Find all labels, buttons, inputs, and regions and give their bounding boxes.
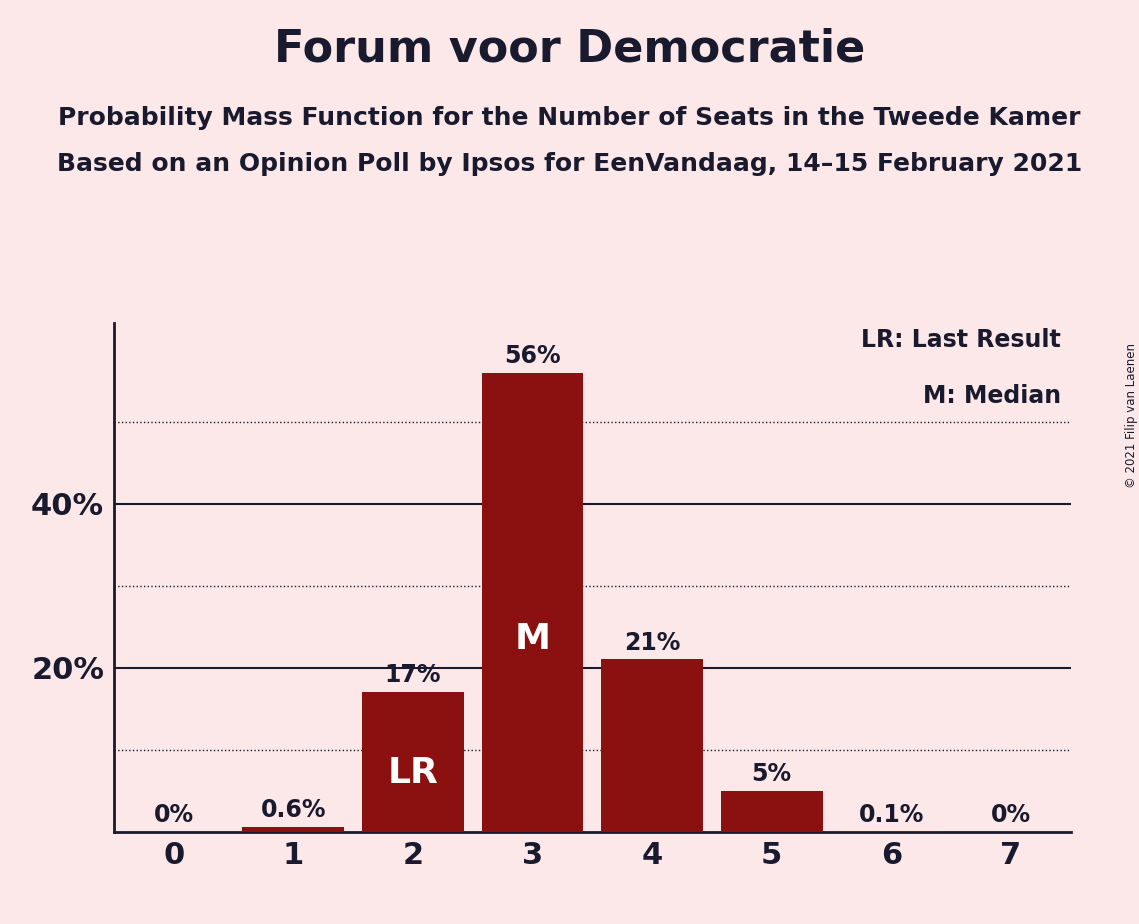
Text: M: Median: M: Median bbox=[923, 384, 1062, 408]
Bar bbox=[721, 791, 822, 832]
Bar bbox=[482, 372, 583, 832]
Text: 21%: 21% bbox=[624, 630, 680, 654]
Text: Probability Mass Function for the Number of Seats in the Tweede Kamer: Probability Mass Function for the Number… bbox=[58, 106, 1081, 130]
Text: © 2021 Filip van Laenen: © 2021 Filip van Laenen bbox=[1124, 344, 1138, 488]
Text: 0.6%: 0.6% bbox=[261, 797, 326, 821]
Text: 56%: 56% bbox=[505, 344, 560, 368]
Text: 5%: 5% bbox=[752, 761, 792, 785]
Bar bbox=[243, 827, 344, 832]
Text: 0%: 0% bbox=[991, 803, 1031, 827]
Bar bbox=[601, 660, 703, 832]
Bar bbox=[362, 692, 464, 832]
Text: 0.1%: 0.1% bbox=[859, 803, 924, 827]
Text: LR: Last Result: LR: Last Result bbox=[861, 328, 1062, 352]
Text: Based on an Opinion Poll by Ipsos for EenVandaag, 14–15 February 2021: Based on an Opinion Poll by Ipsos for Ee… bbox=[57, 152, 1082, 176]
Text: Forum voor Democratie: Forum voor Democratie bbox=[273, 28, 866, 71]
Text: 0%: 0% bbox=[154, 803, 194, 827]
Text: M: M bbox=[515, 622, 550, 656]
Text: LR: LR bbox=[387, 756, 439, 790]
Text: 17%: 17% bbox=[385, 663, 441, 687]
